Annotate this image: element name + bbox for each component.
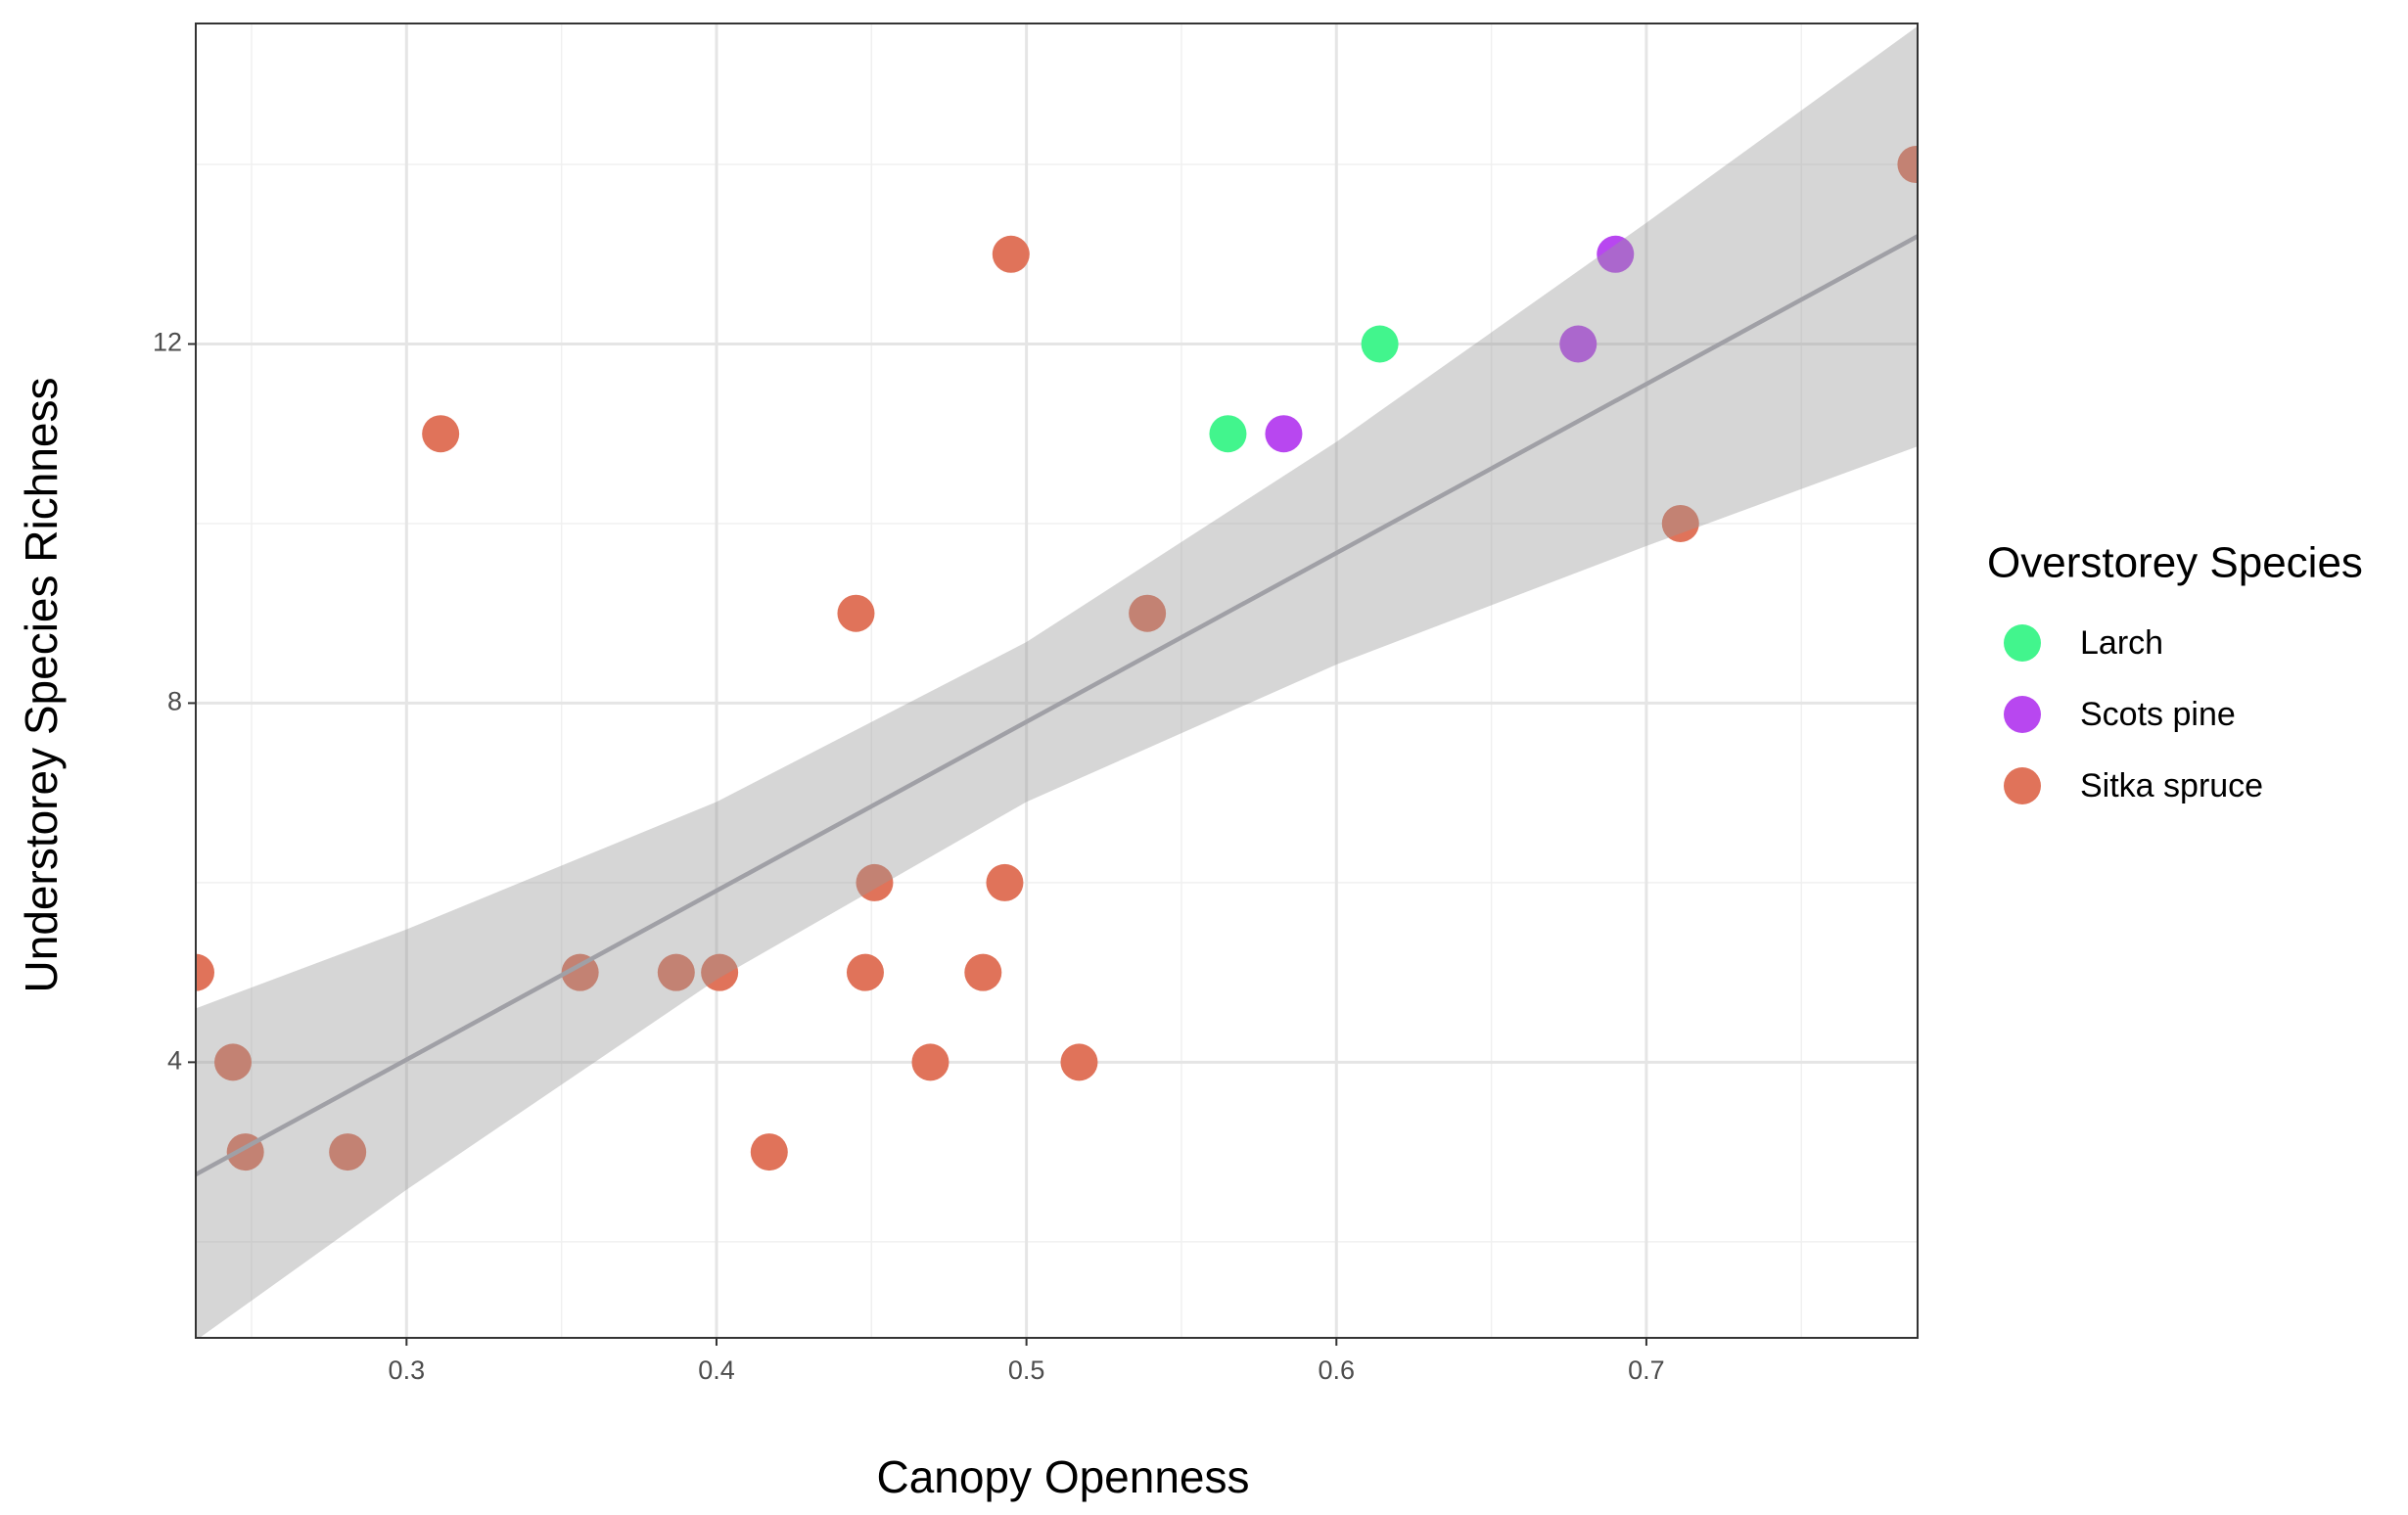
y-tick-label: 8 <box>167 687 182 716</box>
legend-swatch <box>2004 624 2041 662</box>
point <box>1361 325 1399 363</box>
x-tick-label: 0.4 <box>698 1355 735 1385</box>
y-tick-label: 12 <box>153 328 182 357</box>
point <box>856 863 894 901</box>
point <box>1661 504 1699 542</box>
point <box>750 1133 788 1171</box>
point <box>992 235 1030 273</box>
point <box>911 1043 949 1081</box>
point <box>1129 594 1167 632</box>
legend-label: Sitka spruce <box>2080 767 2263 804</box>
x-tick-label: 0.7 <box>1628 1355 1665 1385</box>
point <box>561 953 599 991</box>
point <box>986 863 1024 901</box>
point <box>964 953 1002 991</box>
point <box>846 953 884 991</box>
point <box>422 415 460 453</box>
point <box>657 953 695 991</box>
point <box>701 953 739 991</box>
legend-swatch <box>2004 696 2041 733</box>
x-tick-label: 0.5 <box>1008 1355 1045 1385</box>
point <box>1559 325 1598 363</box>
x-axis-title: Canopy Openness <box>876 1451 1249 1502</box>
plot-border <box>195 23 1919 1339</box>
legend-swatch <box>2004 767 2041 804</box>
point <box>1209 415 1247 453</box>
x-tick-label: 0.3 <box>389 1355 426 1385</box>
x-tick-label: 0.6 <box>1319 1355 1356 1385</box>
y-axis-title: Understorey Species Richness <box>16 378 67 993</box>
y-tick-label: 4 <box>167 1045 182 1075</box>
point <box>1597 235 1635 273</box>
point <box>329 1133 367 1171</box>
point <box>837 594 875 632</box>
point <box>1265 415 1303 453</box>
legend-title: Overstorey Species <box>1987 539 2363 587</box>
plot-background <box>196 23 1918 1338</box>
point <box>1060 1043 1098 1081</box>
point <box>196 953 214 991</box>
legend-label: Scots pine <box>2080 696 2236 733</box>
confidence-band <box>196 25 1918 1338</box>
legend-label: Larch <box>2080 624 2163 662</box>
fit-line <box>196 234 1918 1177</box>
point <box>213 1043 252 1081</box>
point <box>1897 146 1918 184</box>
